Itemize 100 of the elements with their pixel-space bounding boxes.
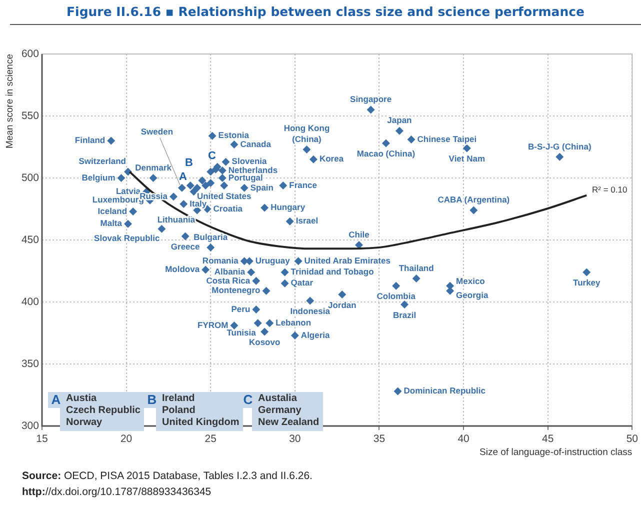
point xyxy=(462,144,471,152)
point xyxy=(220,181,228,190)
x-tick-label: 35 xyxy=(373,433,386,446)
x-tick-label: 50 xyxy=(626,433,638,446)
data-label: Canada xyxy=(240,138,272,149)
data-label: Malta xyxy=(100,218,122,228)
data-label: Israel xyxy=(296,216,318,226)
point xyxy=(366,106,375,114)
point xyxy=(260,328,269,336)
data-label: Slovak Republic xyxy=(94,233,160,244)
point xyxy=(181,232,190,240)
point xyxy=(178,184,186,192)
point xyxy=(582,268,591,276)
y-tick-label: 400 xyxy=(21,296,40,308)
data-label: Latvia xyxy=(116,186,141,196)
x-tick-label: 25 xyxy=(204,433,217,446)
data-label: CABA (Argentina) xyxy=(438,194,510,205)
y-tick-label: 450 xyxy=(21,234,40,246)
data-label: Costa Rica xyxy=(206,275,250,286)
data-label: Turkey xyxy=(573,278,601,288)
data-label: Iceland xyxy=(98,206,128,216)
data-label: Lebanon xyxy=(276,317,312,328)
point xyxy=(470,206,478,214)
data-label: Montenegro xyxy=(212,285,260,296)
data-label: Korea xyxy=(319,154,344,164)
data-label: Spain xyxy=(250,182,274,192)
data-label: Portugal xyxy=(228,172,263,182)
y-axis-title: Mean score in science xyxy=(4,54,16,149)
text: http://dx.doi.org/10.1787/888933436345 xyxy=(22,485,212,500)
data-label: Thailand xyxy=(398,262,434,273)
point xyxy=(252,305,260,314)
point xyxy=(294,257,302,266)
point xyxy=(279,181,288,190)
source-note: Source: OECD, PISA 2015 Database, Tables I.2.3 and II.6.26. xyxy=(22,469,312,484)
point xyxy=(247,268,256,276)
point xyxy=(290,331,299,340)
x-tick-label: 45 xyxy=(542,433,554,446)
point xyxy=(198,176,206,184)
point xyxy=(124,220,132,228)
y-tick-label: 300 xyxy=(21,420,40,432)
data-label: Finland xyxy=(74,135,106,146)
annotation: C Austalia Germany New Zealand xyxy=(242,392,320,430)
point xyxy=(193,184,202,192)
data-label: Chinese Taipei xyxy=(417,134,477,144)
annotation: A Austia Czech Republic Norway xyxy=(50,392,142,430)
point xyxy=(338,290,346,299)
point xyxy=(180,200,188,208)
data-label: Moldova xyxy=(165,264,200,274)
data-label: B-S-J-G (China) xyxy=(528,141,592,152)
point xyxy=(129,207,138,216)
point xyxy=(306,296,314,305)
annotation: C xyxy=(208,150,216,163)
x-axis-title: Size of language-of-instruction class xyxy=(480,446,632,458)
data-label: Uruguay xyxy=(255,255,290,266)
annotation: R² = 0.10 xyxy=(592,184,628,195)
point xyxy=(266,319,274,328)
point xyxy=(158,224,166,233)
point xyxy=(407,136,416,144)
data-label: United Arab Emirates xyxy=(304,255,391,266)
data-label: Hong Kong (China) xyxy=(284,122,330,144)
data-label: Macao (China) xyxy=(356,148,416,159)
point xyxy=(218,166,226,175)
data-label: Japan xyxy=(387,115,412,126)
point xyxy=(252,276,260,285)
x-tick-label: 15 xyxy=(36,433,48,446)
point xyxy=(206,178,215,187)
data-label: Belgium xyxy=(82,172,116,182)
point xyxy=(400,300,409,308)
data-label: Chile xyxy=(348,229,370,240)
y-tick-label: 500 xyxy=(21,172,40,184)
point xyxy=(556,152,564,161)
data-label: Colombia xyxy=(376,291,416,302)
point xyxy=(394,387,402,396)
data-label: Algeria xyxy=(300,330,330,340)
point xyxy=(208,132,216,140)
annotation: B xyxy=(185,157,193,170)
data-label: Brazil xyxy=(392,310,416,320)
data-label: Romania xyxy=(202,255,239,266)
y-tick-label: 350 xyxy=(21,358,40,370)
point xyxy=(392,282,400,290)
data-label: FYROM xyxy=(198,320,228,330)
annotation: A xyxy=(179,171,187,184)
data-label: Italy xyxy=(190,198,207,208)
data-label: Tunisia xyxy=(226,327,256,338)
x-tick-label: 40 xyxy=(458,433,470,446)
point xyxy=(262,286,270,295)
point xyxy=(222,158,230,166)
point xyxy=(170,192,178,201)
point xyxy=(254,319,262,328)
data-label: Singapore xyxy=(350,94,392,104)
x-tick-label: 20 xyxy=(120,433,132,446)
point xyxy=(186,181,194,190)
data-label: Albania xyxy=(214,266,246,277)
data-label: Hungary xyxy=(270,202,306,212)
data-label: Peru xyxy=(231,304,250,314)
chart-title: Figure II.6.16 ▪ Relationship between class size and science performance xyxy=(10,4,641,25)
point xyxy=(382,139,390,148)
point xyxy=(206,243,215,252)
point xyxy=(412,274,420,282)
data-label: Indonesia xyxy=(290,306,330,316)
